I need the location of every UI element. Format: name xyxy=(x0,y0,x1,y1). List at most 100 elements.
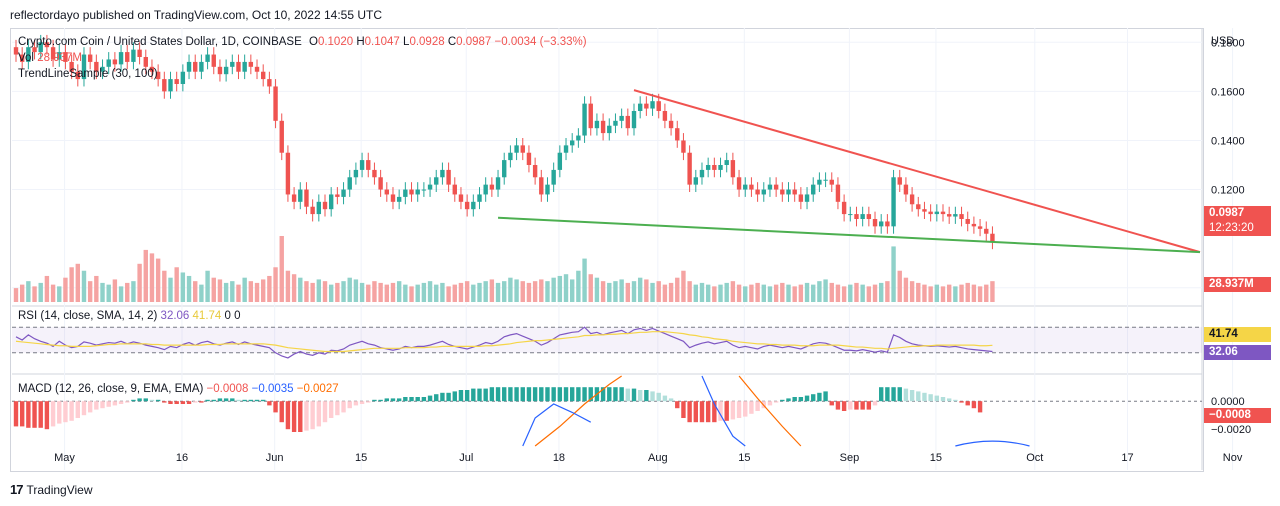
candle xyxy=(87,54,93,62)
macd-histogram-bar xyxy=(273,401,278,413)
macd-histogram-bar xyxy=(693,401,698,423)
candle xyxy=(186,61,192,72)
volume-bar xyxy=(854,282,859,302)
candle xyxy=(625,115,631,129)
macd-histogram-bar xyxy=(328,401,334,418)
footer[interactable]: 17 TradingView xyxy=(10,482,93,497)
volume-bar xyxy=(693,284,698,302)
candle xyxy=(953,214,958,217)
macd-histogram-bar xyxy=(928,394,933,402)
volume-bar xyxy=(359,282,365,302)
candle xyxy=(211,54,216,67)
macd-histogram-bar xyxy=(631,388,637,402)
volume-bar xyxy=(508,277,513,302)
candle xyxy=(273,86,278,121)
macd-histogram-bar xyxy=(767,401,773,406)
candle xyxy=(279,120,284,153)
candle xyxy=(199,61,204,72)
legend-high: 0.1047 xyxy=(364,36,400,48)
volume-bar xyxy=(316,279,322,302)
candle xyxy=(477,194,482,202)
macd-histogram-bar xyxy=(582,387,587,402)
macd-histogram-bar xyxy=(291,401,297,432)
candle xyxy=(131,49,136,62)
candle xyxy=(823,179,828,181)
macd-histogram-bar xyxy=(811,394,816,402)
volume-bar xyxy=(600,281,606,302)
candle xyxy=(940,211,946,215)
chart-frame[interactable] xyxy=(10,28,1204,472)
macd-histogram-bar xyxy=(434,394,439,402)
x-tick-label: Sep xyxy=(840,452,860,464)
candle xyxy=(230,61,235,67)
macd-histogram-bar xyxy=(322,401,328,423)
volume-bar xyxy=(174,267,179,302)
candle xyxy=(644,103,649,109)
candle xyxy=(353,169,359,178)
volume-bar xyxy=(792,286,797,302)
volume-bar xyxy=(254,282,260,302)
macd-histogram-bar xyxy=(427,395,433,402)
volume-bar xyxy=(378,282,383,302)
candle xyxy=(155,71,161,80)
candle xyxy=(539,177,544,195)
macd-histogram-bar xyxy=(570,387,575,402)
volume-bar xyxy=(823,279,828,302)
legend-macd-line: −0.0035 xyxy=(251,383,294,395)
volume-bar xyxy=(817,281,822,302)
macd-histogram-bar xyxy=(87,401,93,413)
macd-histogram-bar xyxy=(335,401,340,416)
volume-bar xyxy=(545,281,550,302)
macd-histogram-bar xyxy=(137,398,142,402)
candle xyxy=(508,152,513,161)
macd-histogram-bar xyxy=(279,401,284,423)
volume-bar xyxy=(81,270,87,302)
macd-histogram-bar xyxy=(168,401,173,404)
candle xyxy=(705,165,711,170)
candle xyxy=(13,47,19,55)
volume-bar xyxy=(193,281,198,302)
candle xyxy=(162,79,167,92)
candle xyxy=(63,52,68,62)
macd-histogram-bar xyxy=(384,398,389,402)
macd-histogram-bar xyxy=(316,401,322,427)
legend-vol-label: Vol xyxy=(18,52,34,64)
candle xyxy=(854,214,859,219)
volume-bar xyxy=(916,282,921,302)
y-tick-label: 0.1400 xyxy=(1211,135,1245,147)
macd-histogram-bar xyxy=(736,401,742,418)
volume-bar xyxy=(570,279,575,302)
rsi-badge: 32.06 xyxy=(1204,345,1271,360)
macd-histogram-bar xyxy=(304,401,309,431)
candle xyxy=(841,201,847,215)
axis-currency: USD xyxy=(1211,35,1234,47)
volume-bar xyxy=(304,281,309,302)
x-tick-label: 15 xyxy=(930,452,942,464)
candle xyxy=(403,189,408,197)
x-tick-label: May xyxy=(54,452,75,464)
candle xyxy=(637,103,643,111)
macd-histogram-bar xyxy=(38,401,43,428)
candle xyxy=(712,165,717,170)
macd-y-tick-label: −0.0020 xyxy=(1211,424,1251,436)
macd-histogram-bar xyxy=(495,387,501,402)
macd-histogram-bar xyxy=(230,398,235,402)
candle xyxy=(687,152,692,185)
candle xyxy=(100,66,105,72)
candle xyxy=(773,184,779,190)
volume-bar xyxy=(699,282,705,302)
macd-histogram-bar xyxy=(254,399,260,402)
legend-rsi-zero-2: 0 xyxy=(234,310,241,322)
candle xyxy=(495,177,501,190)
volume-bar xyxy=(44,275,50,302)
candle xyxy=(934,211,940,215)
volume-bar xyxy=(631,281,637,302)
candle xyxy=(817,179,822,185)
candle xyxy=(588,103,593,129)
support-trendline xyxy=(497,216,1201,254)
candle xyxy=(946,214,952,217)
macd-histogram-bar xyxy=(514,387,519,402)
volume-bar xyxy=(242,277,247,302)
volume-bar xyxy=(353,279,359,302)
